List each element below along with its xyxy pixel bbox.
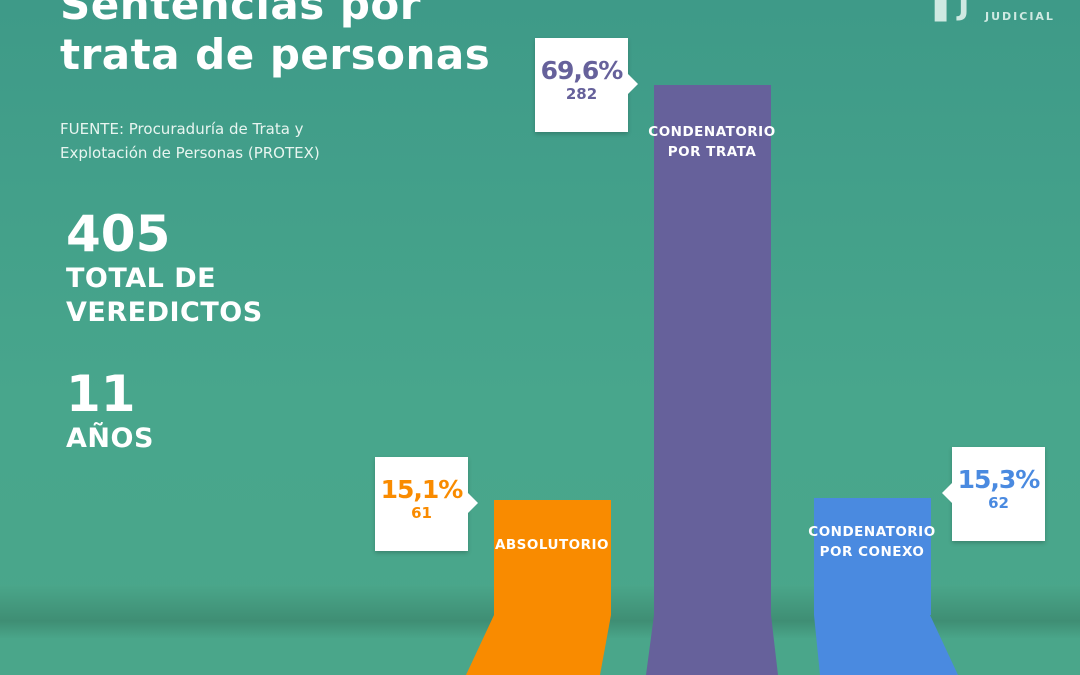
callout-pointer — [942, 483, 952, 503]
bar-1 — [494, 500, 611, 615]
bar-label-1: ABSOLUTORIO — [494, 537, 610, 553]
callout-pointer — [468, 493, 478, 513]
count-label: 282 — [565, 85, 598, 103]
count-label: 62 — [988, 494, 1009, 512]
percent-label: 15,3% — [957, 465, 1041, 494]
years-value: 11 — [66, 365, 136, 423]
count-label: 61 — [411, 504, 432, 522]
bar-reflection-2 — [646, 615, 778, 675]
logo-mark-icon: ▌J — [935, 0, 970, 22]
bar-reflection-3 — [814, 615, 958, 675]
bar-2 — [654, 85, 771, 615]
page-title: Sentencias por trata de personas — [60, 0, 491, 79]
value-callout-3: 15,3% 62 — [942, 447, 1045, 541]
bar-reflection-1 — [466, 615, 611, 675]
callout-pointer — [628, 74, 638, 94]
source-note: FUENTE: Procuraduría de Trata y Explotac… — [60, 120, 320, 162]
bar-3 — [814, 498, 931, 615]
value-callout-2: 69,6% 282 — [535, 38, 638, 132]
bar-label-2: CONDENATORIO POR TRATA — [648, 124, 776, 160]
percent-label: 69,6% — [540, 56, 624, 85]
logo: ▌J JUDICIAL — [935, 0, 1055, 23]
percent-label: 15,1% — [380, 475, 464, 504]
total-label: TOTAL DE VEREDICTOS — [66, 263, 263, 328]
total-value: 405 — [66, 205, 171, 263]
bar-label-3: CONDENATORIO POR CONEXO — [808, 524, 936, 560]
years-label: AÑOS — [66, 423, 154, 454]
value-callout-1: 15,1% 61 — [375, 457, 478, 551]
logo-text: JUDICIAL — [985, 10, 1055, 23]
